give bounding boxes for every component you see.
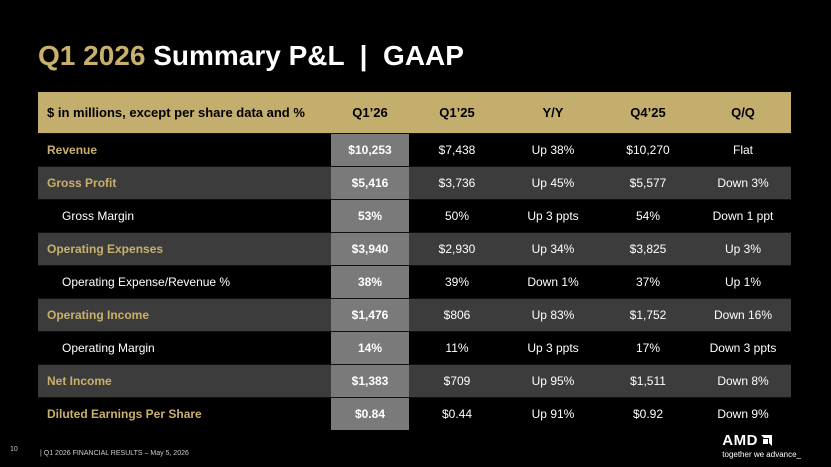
header-qq: Q/Q xyxy=(695,92,791,134)
cell-yy: Up 3 ppts xyxy=(505,331,601,365)
row-label: Operating Expense/Revenue % xyxy=(38,265,331,299)
table-row: Operating Expenses $3,940 $2,930 Up 34% … xyxy=(38,232,791,266)
cell-q1-26: 14% xyxy=(331,331,409,365)
cell-q1-26: $5,416 xyxy=(331,166,409,200)
table-row: Revenue $10,253 $7,438 Up 38% $10,270 Fl… xyxy=(38,133,791,167)
table-row: Gross Profit $5,416 $3,736 Up 45% $5,577… xyxy=(38,166,791,200)
row-label: Operating Margin xyxy=(38,331,331,365)
cell-yy: Up 34% xyxy=(505,232,601,266)
cell-q1-25: $0.44 xyxy=(409,397,505,430)
logo-brand: AMD xyxy=(722,432,758,449)
header-q1-26: Q1’26 xyxy=(331,92,409,134)
page-title: Q1 2026 Summary P&L | GAAP xyxy=(38,40,464,72)
cell-qq: Down 8% xyxy=(695,364,791,398)
cell-q1-25: $806 xyxy=(409,298,505,332)
amd-arrow-icon xyxy=(760,435,772,446)
table-row: Gross Margin 53% 50% Up 3 ppts 54% Down … xyxy=(38,199,791,233)
header-q4-25: Q4’25 xyxy=(601,92,695,134)
cell-yy: Up 91% xyxy=(505,397,601,430)
cell-yy: Up 3 ppts xyxy=(505,199,601,233)
cell-q4-25: $1,511 xyxy=(601,364,695,398)
cell-q1-26: $0.84 xyxy=(331,397,409,430)
cell-q4-25: $10,270 xyxy=(601,133,695,167)
cell-q4-25: 37% xyxy=(601,265,695,299)
cell-q1-25: $709 xyxy=(409,364,505,398)
header-description: $ in millions, except per share data and… xyxy=(38,92,331,134)
row-label: Operating Expenses xyxy=(38,232,331,266)
cell-qq: Up 3% xyxy=(695,232,791,266)
row-label: Revenue xyxy=(38,133,331,167)
cell-q1-25: $2,930 xyxy=(409,232,505,266)
cell-yy: Up 38% xyxy=(505,133,601,167)
cell-yy: Up 83% xyxy=(505,298,601,332)
cell-yy: Down 1% xyxy=(505,265,601,299)
table-row: Operating Income $1,476 $806 Up 83% $1,7… xyxy=(38,298,791,332)
cell-q4-25: $0.92 xyxy=(601,397,695,430)
table-row: Operating Expense/Revenue % 38% 39% Down… xyxy=(38,265,791,299)
pl-table: $ in millions, except per share data and… xyxy=(38,92,791,430)
cell-q1-25: $7,438 xyxy=(409,133,505,167)
cell-q4-25: $3,825 xyxy=(601,232,695,266)
row-label: Net Income xyxy=(38,364,331,398)
cell-qq: Down 3% xyxy=(695,166,791,200)
title-main: Summary P&L | GAAP xyxy=(153,40,464,71)
cell-qq: Down 9% xyxy=(695,397,791,430)
cell-q4-25: 54% xyxy=(601,199,695,233)
cell-q1-26: $3,940 xyxy=(331,232,409,266)
cell-yy: Up 45% xyxy=(505,166,601,200)
cell-qq: Up 1% xyxy=(695,265,791,299)
row-label: Diluted Earnings Per Share xyxy=(38,397,331,430)
cell-q1-25: $3,736 xyxy=(409,166,505,200)
logo-tagline: together we advance_ xyxy=(722,450,801,459)
cell-q1-25: 11% xyxy=(409,331,505,365)
cell-q1-26: 38% xyxy=(331,265,409,299)
cell-yy: Up 95% xyxy=(505,364,601,398)
cell-q1-26: $1,476 xyxy=(331,298,409,332)
table-header-row: $ in millions, except per share data and… xyxy=(38,92,791,134)
cell-q4-25: $5,577 xyxy=(601,166,695,200)
amd-logo: AMD together we advance_ xyxy=(722,432,801,459)
header-q1-25: Q1’25 xyxy=(409,92,505,134)
cell-q1-25: 50% xyxy=(409,199,505,233)
cell-qq: Down 3 ppts xyxy=(695,331,791,365)
title-period: Q1 2026 xyxy=(38,40,146,71)
table-row: Net Income $1,383 $709 Up 95% $1,511 Dow… xyxy=(38,364,791,398)
page-number: 10 xyxy=(10,446,18,453)
row-label: Operating Income xyxy=(38,298,331,332)
cell-q1-26: 53% xyxy=(331,199,409,233)
row-label: Gross Margin xyxy=(38,199,331,233)
cell-q1-25: 39% xyxy=(409,265,505,299)
cell-q4-25: 17% xyxy=(601,331,695,365)
cell-q4-25: $1,752 xyxy=(601,298,695,332)
cell-qq: Down 16% xyxy=(695,298,791,332)
row-label: Gross Profit xyxy=(38,166,331,200)
header-yy: Y/Y xyxy=(505,92,601,134)
cell-qq: Down 1 ppt xyxy=(695,199,791,233)
footer-text: | Q1 2026 FINANCIAL RESULTS – May 5, 202… xyxy=(40,450,189,457)
table-row: Operating Margin 14% 11% Up 3 ppts 17% D… xyxy=(38,331,791,365)
cell-qq: Flat xyxy=(695,133,791,167)
cell-q1-26: $1,383 xyxy=(331,364,409,398)
cell-q1-26: $10,253 xyxy=(331,133,409,167)
table-row: Diluted Earnings Per Share $0.84 $0.44 U… xyxy=(38,397,791,430)
